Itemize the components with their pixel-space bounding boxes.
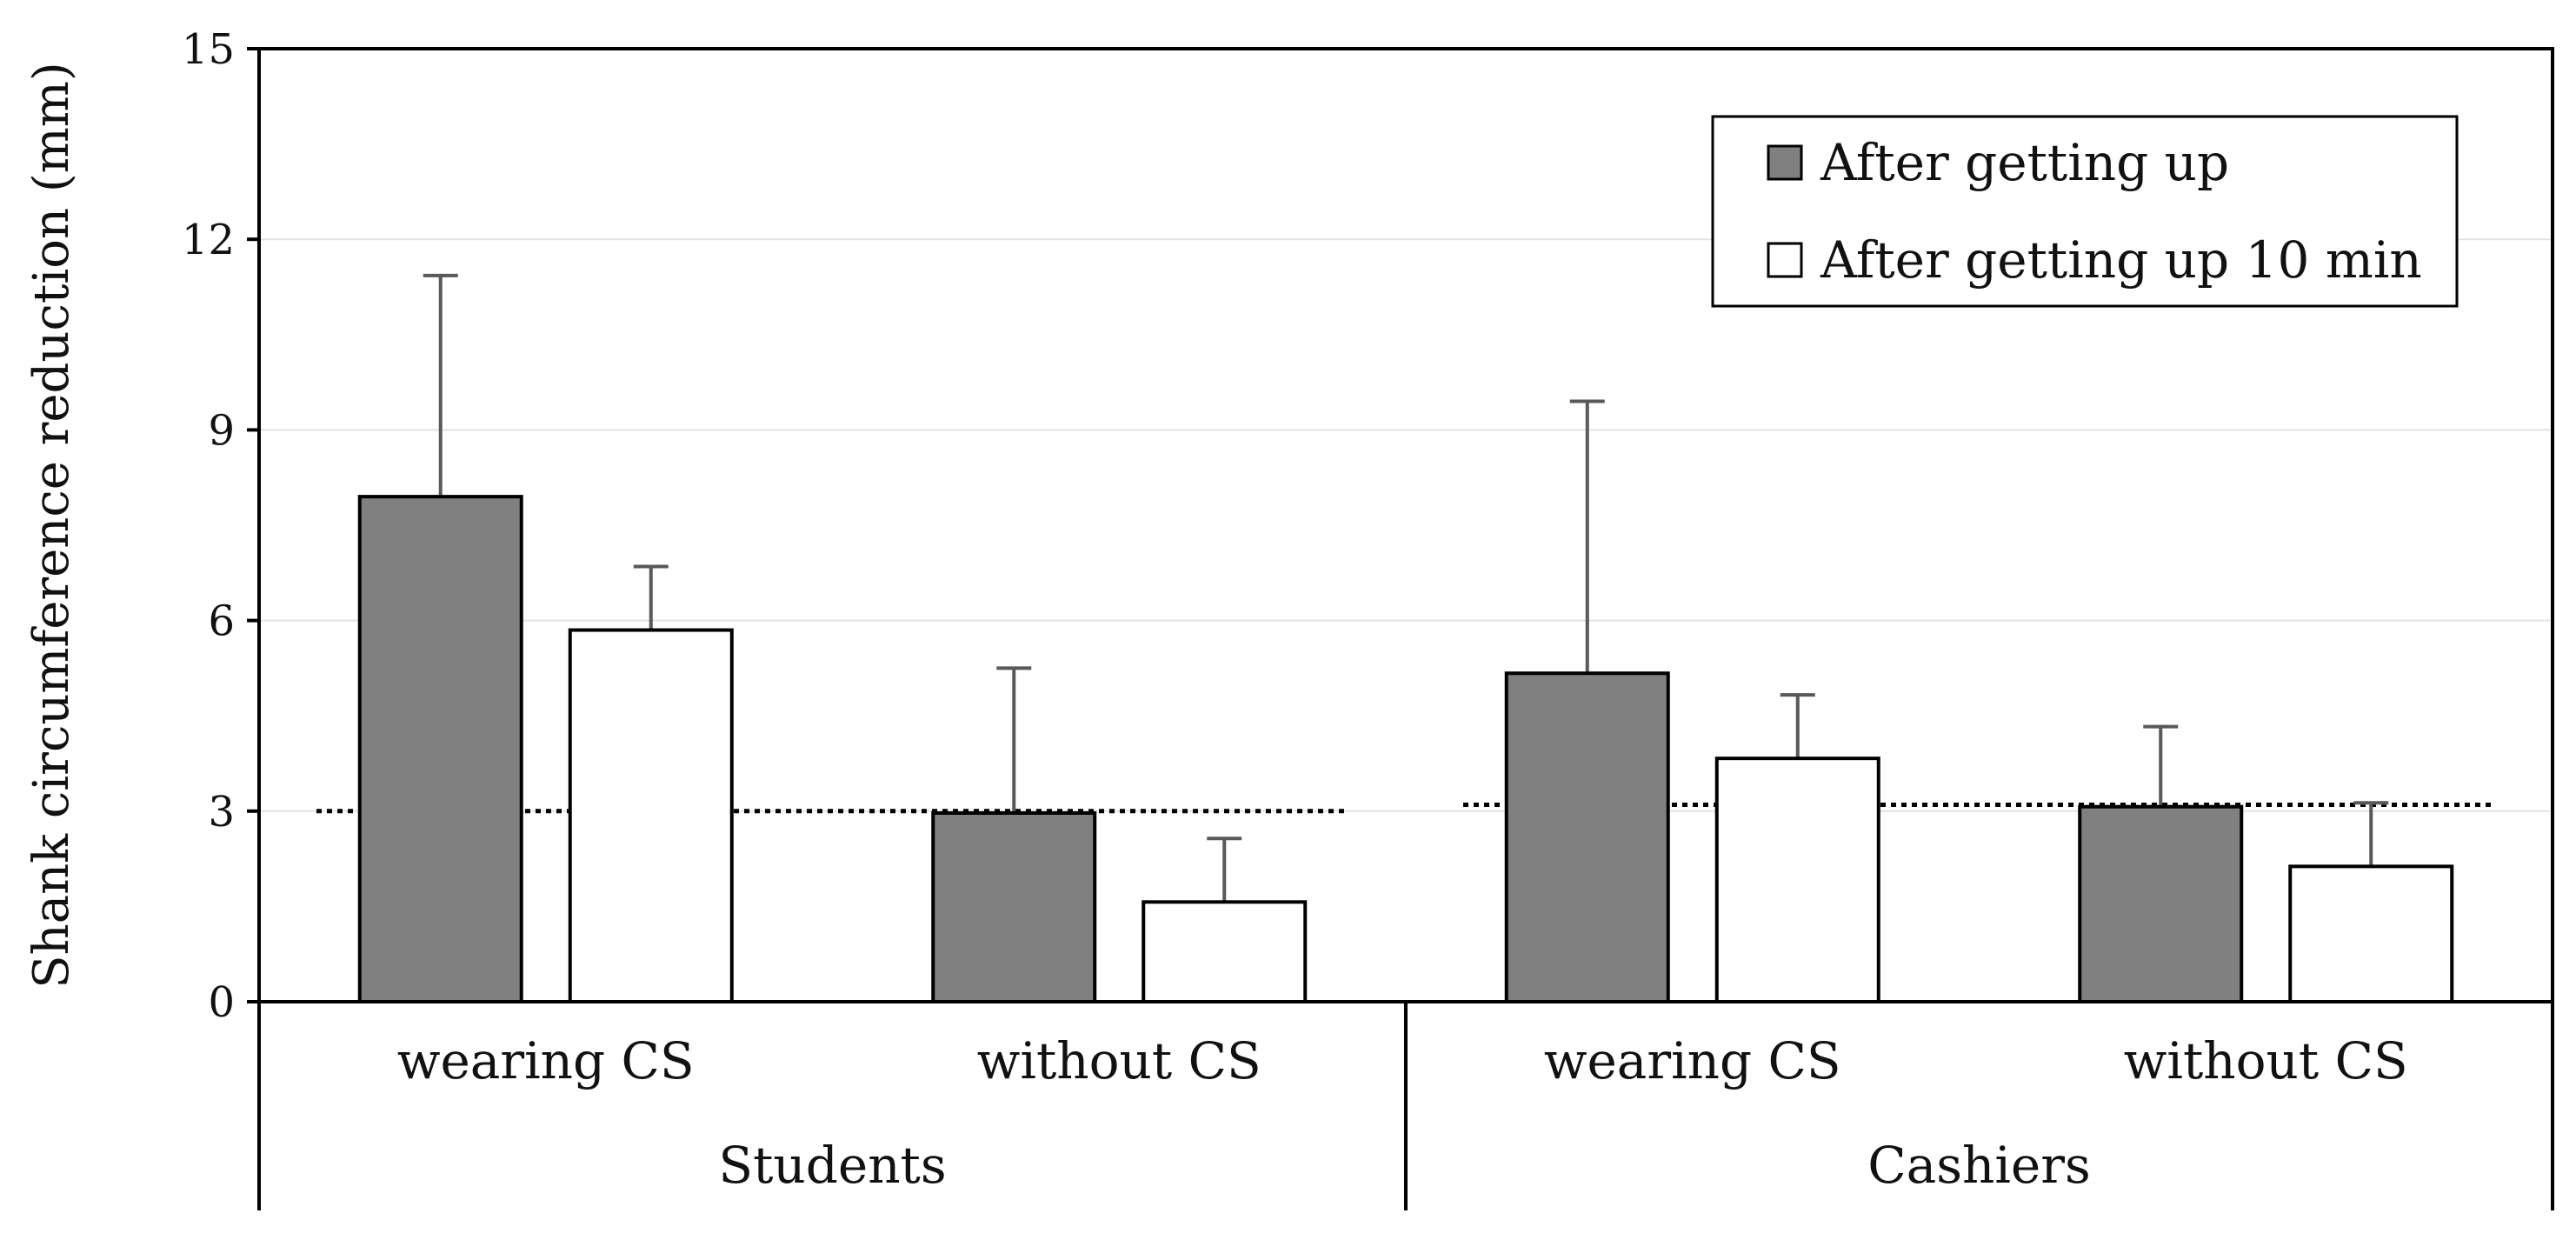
legend-swatch-after-getting-up — [1767, 144, 1803, 181]
category-label-2: wearing CS — [1544, 1031, 1841, 1090]
bar-1-2 — [1714, 757, 1880, 1003]
category-labels: wearing CS without CS wearing CS without CS… — [397, 1031, 2408, 1195]
bars — [357, 495, 2454, 1004]
y-tick-label-12: 12 — [182, 216, 235, 264]
bar-1-3 — [2288, 864, 2454, 1003]
y-axis-label: Shank circumference reduction (mm) — [23, 62, 80, 988]
legend: After getting up After getting up 10 min — [1711, 115, 2459, 308]
y-tick-label-9: 9 — [208, 406, 235, 455]
y-tick-label-6: 6 — [208, 597, 235, 646]
y-tick-label-3: 3 — [208, 788, 235, 837]
category-label-0: wearing CS — [397, 1031, 695, 1090]
bar-0-3 — [2078, 804, 2244, 1004]
legend-label-after-getting-up-10-min: After getting up 10 min — [1820, 230, 2422, 290]
y-tick-label-0: 0 — [208, 978, 235, 1027]
group-label-1: Cashiers — [1867, 1136, 2090, 1195]
legend-box — [1711, 115, 2459, 308]
group-label-0: Students — [718, 1136, 946, 1195]
legend-swatch-after-getting-up-10-min — [1767, 242, 1803, 278]
bar-0-1 — [931, 810, 1097, 1003]
bar-0-0 — [357, 495, 523, 1003]
category-label-1: without CS — [977, 1031, 1261, 1090]
y-ticks: 0 3 6 9 12 15 — [182, 25, 259, 1027]
bar-1-1 — [1142, 900, 1308, 1003]
axes — [257, 47, 2554, 1210]
category-label-3: without CS — [2124, 1031, 2408, 1090]
error-bars — [423, 273, 2389, 903]
bar-1-0 — [568, 628, 734, 1003]
legend-label-after-getting-up: After getting up — [1820, 133, 2229, 192]
y-tick-label-15: 15 — [182, 25, 235, 74]
bar-0-2 — [1504, 671, 1670, 1004]
